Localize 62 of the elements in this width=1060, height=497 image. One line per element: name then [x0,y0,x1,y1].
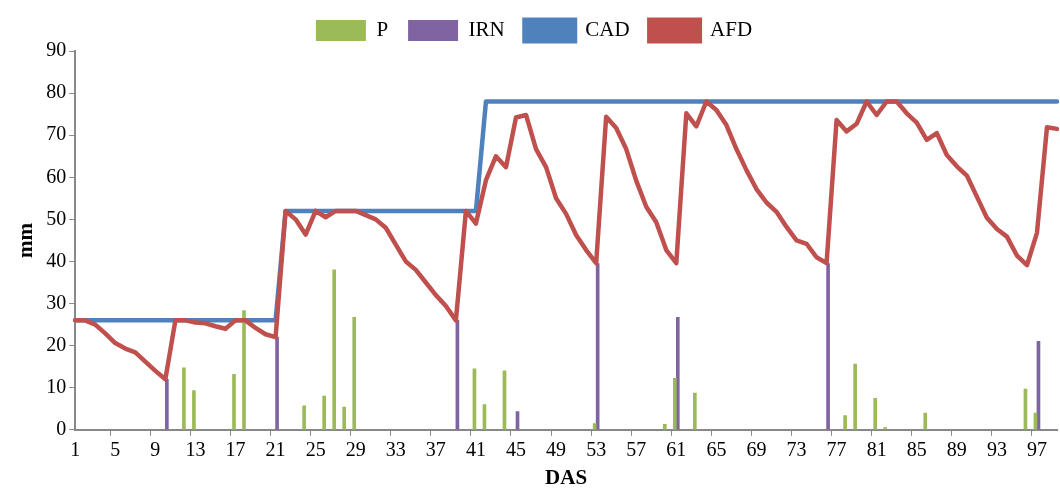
x-tick-label: 97 [1026,438,1047,461]
bar [826,263,830,430]
y-tick-label: 0 [56,417,67,440]
y-tick-label: 10 [46,374,67,397]
x-tick-label: 17 [225,438,246,461]
x-tick-label: 29 [345,438,366,461]
y-tick-label: 50 [46,206,67,229]
x-tick-label: 5 [110,438,121,461]
y-tick-label: 70 [46,122,67,145]
bar [165,378,169,430]
y-tick-label: 30 [46,290,67,313]
x-tick-label: 37 [425,438,446,461]
y-axis-title: mm [13,222,38,258]
x-tick-label: 81 [866,438,887,461]
legend-label: IRN [468,17,505,42]
bar [242,310,246,430]
x-tick-label: 33 [385,438,406,461]
x-tick-label: 1 [70,438,81,461]
y-tick-label: 90 [46,38,67,61]
y-tick-label: 40 [46,248,67,271]
x-tick-label: 89 [946,438,967,461]
bar [275,336,279,430]
bar [182,367,186,430]
x-tick-label: 49 [546,438,567,461]
x-tick-label: 25 [305,438,326,461]
bar [352,317,357,430]
legend-label: CAD [585,17,630,42]
legend-label: P [376,17,389,42]
x-tick-label: 61 [666,438,687,461]
bar [662,424,667,430]
x-tick-label: 85 [906,438,927,461]
legend-label: AFD [710,17,753,42]
bar [232,373,236,430]
bar [192,390,196,430]
x-tick-label: 41 [465,438,486,461]
bar [302,405,306,430]
x-tick-label: 93 [986,438,1007,461]
bar [322,395,326,430]
bar [332,269,337,430]
x-tick-label: 57 [626,438,647,461]
bar [672,378,677,430]
x-tick-label: 69 [746,438,767,461]
x-axis-title: DAS [545,464,588,489]
bar [843,415,847,430]
bar [883,427,888,430]
y-tick-label: 20 [46,332,67,355]
x-tick-label: 45 [506,438,527,461]
bar [693,392,697,430]
x-tick-label: 9 [150,438,161,461]
y-tick-label: 80 [46,80,67,103]
x-tick-label: 21 [265,438,286,461]
y-tick-label: 60 [46,164,67,187]
bar [873,397,877,430]
x-tick-label: 53 [586,438,607,461]
x-tick-label: 13 [185,438,206,461]
x-tick-label: 77 [826,438,847,461]
bar [853,363,857,430]
x-tick-label: 65 [706,438,727,461]
x-tick-label: 73 [786,438,807,461]
bar [675,317,680,430]
bar [923,412,928,430]
bar [342,406,347,430]
